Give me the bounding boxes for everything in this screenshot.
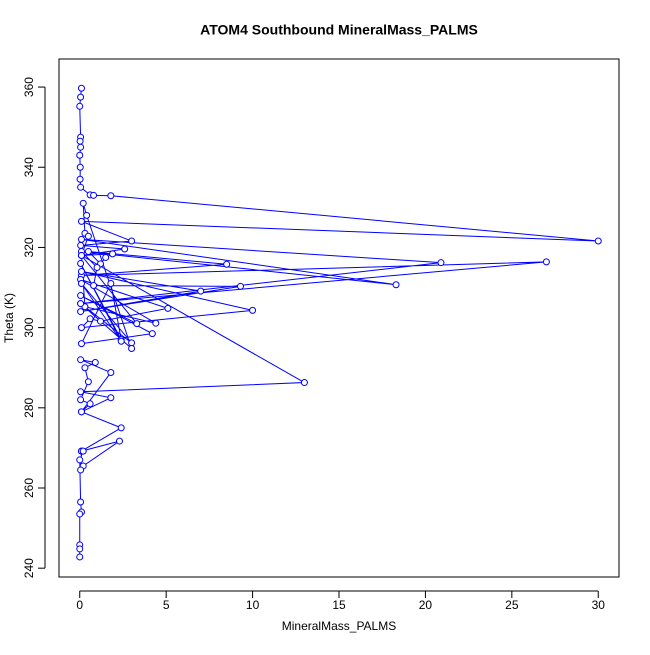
- data-point: [77, 241, 85, 249]
- y-tick-label: 280: [22, 397, 36, 417]
- data-point: [84, 247, 92, 255]
- data-point: [84, 232, 92, 240]
- data-point: [594, 237, 602, 245]
- data-point: [107, 192, 115, 200]
- data-point: [84, 378, 92, 386]
- data-point: [128, 237, 136, 245]
- data-point: [77, 324, 85, 332]
- y-tick-label: 240: [22, 558, 36, 578]
- data-point: [77, 251, 85, 259]
- data-point: [77, 292, 85, 300]
- data-point: [86, 315, 94, 323]
- plot-frame: [58, 58, 620, 578]
- data-point: [76, 510, 84, 518]
- data-point: [77, 235, 85, 243]
- x-tick-label: 25: [505, 598, 519, 612]
- data-point: [223, 260, 231, 268]
- data-point: [77, 356, 85, 364]
- data-point: [102, 253, 110, 261]
- data-point: [133, 320, 141, 328]
- data-point: [121, 245, 129, 253]
- data-point: [91, 359, 99, 367]
- data-point: [197, 287, 205, 295]
- x-tick-label: 30: [592, 598, 606, 612]
- y-axis-label: Theta (K): [2, 293, 16, 343]
- data-point: [76, 175, 84, 183]
- data-point: [77, 308, 85, 316]
- data-point: [93, 263, 101, 271]
- data-point: [128, 344, 136, 352]
- data-point: [77, 396, 85, 404]
- data-point: [76, 137, 84, 145]
- data-point: [77, 259, 85, 267]
- data-point: [164, 304, 172, 312]
- data-point: [107, 280, 115, 288]
- data-point: [77, 498, 85, 506]
- data-point: [77, 408, 85, 416]
- data-point: [77, 280, 85, 288]
- data-point: [107, 394, 115, 402]
- data-point: [76, 163, 84, 171]
- x-tick-label: 15: [332, 598, 346, 612]
- y-tick-label: 300: [22, 317, 36, 337]
- data-point: [83, 211, 91, 219]
- data-point: [76, 151, 84, 159]
- data-point: [86, 400, 94, 408]
- data-point: [148, 330, 156, 338]
- x-tick-label: 20: [419, 598, 433, 612]
- data-point: [77, 93, 85, 101]
- y-tick-label: 320: [22, 237, 36, 257]
- data-point: [77, 143, 85, 151]
- data-point: [77, 388, 85, 396]
- data-point: [79, 447, 87, 455]
- data-point: [76, 456, 84, 464]
- x-tick-label: 5: [163, 598, 170, 612]
- data-point: [77, 267, 85, 275]
- data-point: [249, 306, 257, 314]
- data-point: [77, 300, 85, 308]
- y-tick-label: 260: [22, 478, 36, 498]
- y-tick-label: 360: [22, 77, 36, 97]
- data-point: [109, 250, 117, 258]
- data-point: [152, 319, 160, 327]
- x-axis-label: MineralMass_PALMS: [282, 619, 396, 633]
- data-point: [300, 379, 308, 387]
- data-point: [77, 84, 85, 92]
- data-point: [107, 369, 115, 377]
- y-tick-label: 340: [22, 157, 36, 177]
- data-point: [117, 424, 125, 432]
- x-tick-label: 0: [76, 598, 83, 612]
- x-tick-label: 10: [246, 598, 260, 612]
- data-point: [81, 364, 89, 372]
- data-point: [90, 191, 98, 199]
- data-point: [117, 337, 125, 345]
- data-point: [77, 340, 85, 348]
- data-point: [77, 183, 85, 191]
- data-point: [115, 437, 123, 445]
- data-point: [76, 545, 84, 553]
- data-point: [392, 281, 400, 289]
- data-point: [76, 553, 84, 561]
- data-point: [77, 217, 85, 225]
- data-point: [90, 282, 98, 290]
- data-point: [76, 102, 84, 110]
- data-point: [542, 258, 550, 266]
- data-point: [79, 199, 87, 207]
- chart-title: ATOM4 Southbound MineralMass_PALMS: [200, 22, 478, 38]
- data-point: [96, 317, 104, 325]
- data-point: [128, 339, 136, 347]
- data-point: [77, 466, 85, 474]
- data-point: [437, 259, 445, 267]
- data-point: [236, 282, 244, 290]
